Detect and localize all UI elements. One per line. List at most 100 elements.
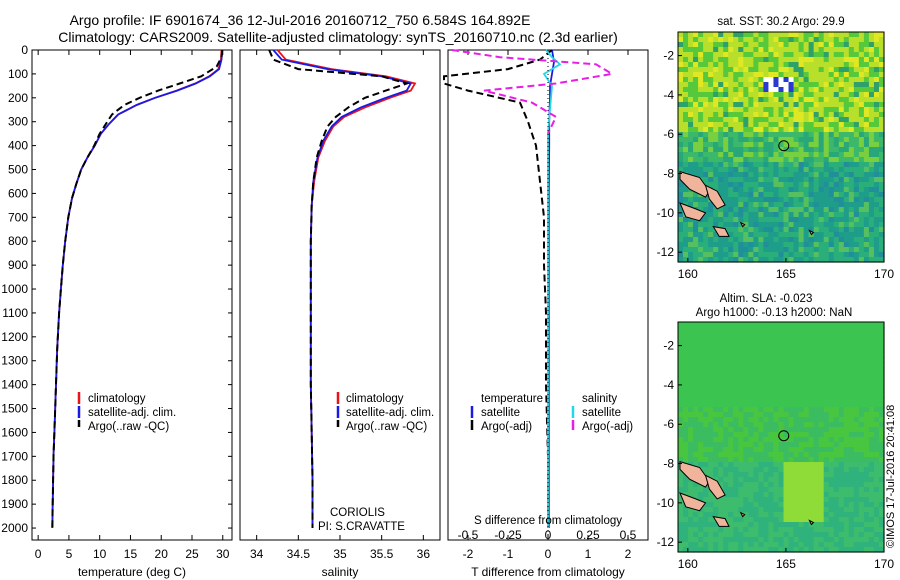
- x-tick-label: 35.5: [370, 547, 394, 561]
- heatmap-cell: [838, 382, 845, 388]
- heatmap-cell: [803, 432, 810, 438]
- heatmap-cell: [698, 357, 704, 363]
- heatmap-cell: [808, 52, 815, 58]
- heatmap-cell: [768, 127, 775, 133]
- heatmap-cell: [818, 227, 825, 233]
- heatmap-cell: [818, 532, 825, 538]
- heatmap-cell: [688, 127, 694, 133]
- heatmap-cell: [833, 187, 840, 193]
- heatmap-cell: [708, 427, 714, 433]
- heatmap-cell: [853, 197, 860, 203]
- heatmap-cell: [873, 367, 880, 373]
- heatmap-cell: [833, 62, 840, 68]
- heatmap-cell: [678, 447, 684, 453]
- heatmap-cell: [743, 442, 749, 448]
- heatmap-cell: [678, 427, 684, 433]
- heatmap-cell: [793, 137, 800, 143]
- heatmap-cell: [693, 487, 699, 493]
- heatmap-cell: [728, 127, 734, 133]
- heatmap-cell: [858, 412, 865, 418]
- heatmap-cell: [833, 67, 840, 73]
- heatmap-cell: [768, 217, 775, 223]
- heatmap-cell: [733, 442, 739, 448]
- heatmap-cell: [733, 327, 739, 333]
- heatmap-cell: [803, 137, 810, 143]
- heatmap-cell: [823, 507, 830, 513]
- heatmap-cell: [748, 157, 754, 163]
- difference-legend: temperature salinity satellite Argo(-adj…: [470, 393, 633, 433]
- heatmap-cell: [783, 97, 790, 103]
- heatmap-cell: [763, 47, 770, 53]
- heatmap-cell: [788, 132, 795, 138]
- heatmap-cell: [863, 427, 870, 433]
- heatmap-cell: [813, 352, 820, 358]
- heatmap-cell: [808, 337, 815, 343]
- heatmap-cell: [858, 447, 865, 453]
- heatmap-cell: [713, 212, 719, 218]
- heatmap-cell: [853, 517, 860, 523]
- heatmap-cell: [783, 52, 790, 58]
- heatmap-cell: [798, 167, 805, 173]
- heatmap-cell: [723, 347, 729, 353]
- heatmap-cell: [753, 362, 759, 368]
- heatmap-cell: [718, 477, 724, 483]
- heatmap-cell: [728, 162, 734, 168]
- heatmap-cell: [848, 172, 855, 178]
- heatmap-cell: [823, 157, 830, 163]
- heatmap-cell: [848, 372, 855, 378]
- heatmap-cell: [853, 62, 860, 68]
- heatmap-cell: [678, 112, 684, 118]
- heatmap-cell: [823, 237, 830, 243]
- heatmap-cell: [838, 132, 845, 138]
- heatmap-cell: [733, 187, 739, 193]
- heatmap-cell: [748, 392, 754, 398]
- heatmap-cell: [823, 112, 830, 118]
- heatmap-cell: [693, 352, 699, 358]
- heatmap-cell: [823, 147, 830, 153]
- heatmap-cell: [878, 112, 885, 118]
- heatmap-cell: [863, 152, 870, 158]
- heatmap-cell: [768, 247, 775, 253]
- heatmap-cell: [838, 137, 845, 143]
- heatmap-cell: [743, 32, 749, 38]
- heatmap-cell: [708, 127, 714, 133]
- heatmap-cell: [783, 202, 790, 208]
- heatmap-cell: [713, 47, 719, 53]
- heatmap-cell: [803, 257, 810, 263]
- heatmap-cell: [833, 132, 840, 138]
- heatmap-cell: [813, 137, 820, 143]
- heatmap-cell: [853, 132, 860, 138]
- heatmap-cell: [693, 437, 699, 443]
- heatmap-cell: [823, 347, 830, 353]
- heatmap-cell: [803, 187, 810, 193]
- heatmap-cell: [788, 532, 795, 538]
- heatmap-cell: [878, 457, 885, 463]
- heatmap-cell: [693, 102, 699, 108]
- heatmap-cell: [693, 237, 699, 243]
- heatmap-cell: [778, 192, 785, 198]
- heatmap-cell: [863, 172, 870, 178]
- heatmap-cell: [678, 417, 684, 423]
- heatmap-cell: [798, 197, 805, 203]
- heatmap-cell: [743, 177, 749, 183]
- heatmap-cell: [763, 427, 770, 433]
- heatmap-cell: [798, 257, 805, 263]
- heatmap-cell: [678, 67, 684, 73]
- heatmap-cell: [813, 257, 820, 263]
- heatmap-cell: [788, 427, 795, 433]
- heatmap-cell: [713, 107, 719, 113]
- heatmap-cell: [778, 142, 785, 148]
- heatmap-cell: [828, 252, 835, 258]
- heatmap-cell: [818, 117, 825, 123]
- heatmap-cell: [753, 337, 759, 343]
- heatmap-cell: [808, 162, 815, 168]
- heatmap-cell: [838, 147, 845, 153]
- heatmap-cell: [828, 92, 835, 98]
- heatmap-cell: [708, 157, 714, 163]
- heatmap-cell: [723, 342, 729, 348]
- heatmap-cell: [848, 217, 855, 223]
- heatmap-cell: [773, 532, 780, 538]
- heatmap-cell: [828, 422, 835, 428]
- heatmap-cell: [763, 447, 770, 453]
- heatmap-cell: [688, 162, 694, 168]
